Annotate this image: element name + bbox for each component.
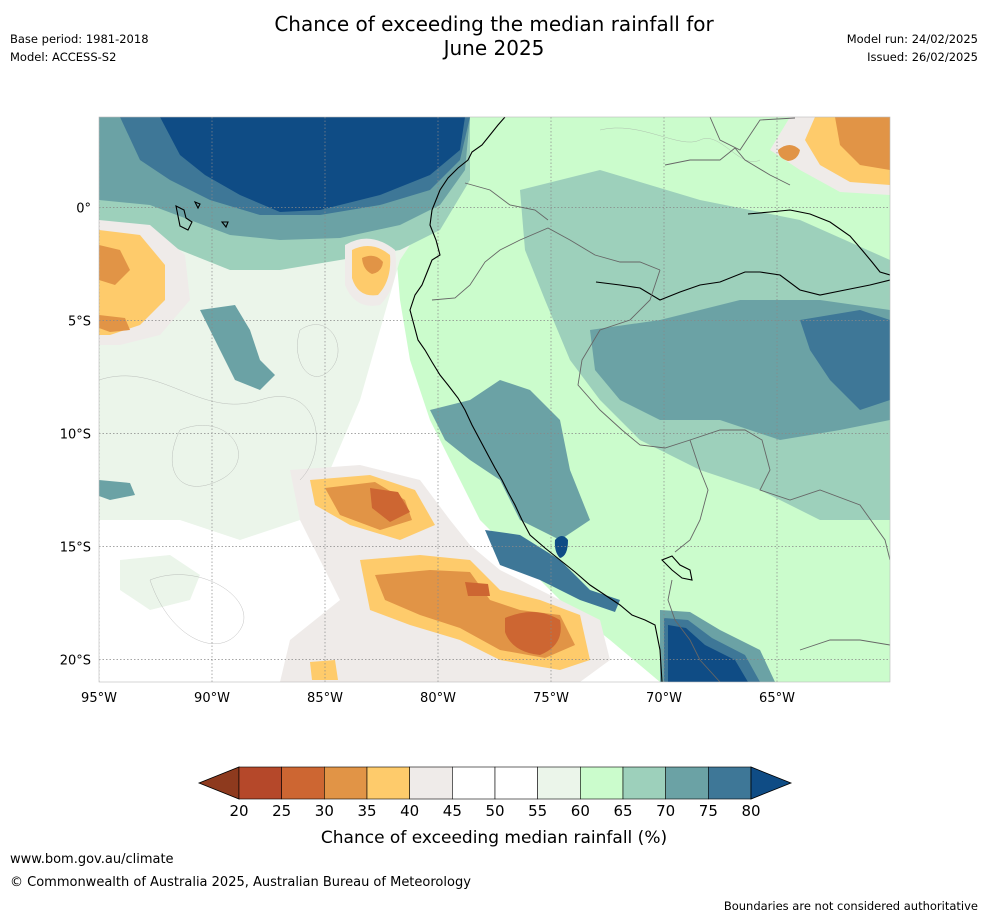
region-80-coast-b [554, 536, 568, 558]
border-bolivia-argentina [799, 639, 890, 651]
region-30-35-ne-b [778, 145, 800, 161]
region-30-35-west-b [99, 315, 130, 332]
coastlines [175, 117, 890, 682]
title-line-2: June 2025 [443, 36, 545, 60]
issued-date: Issued: 26/02/2025 [867, 50, 978, 64]
region-70-75-ocean-w2 [99, 480, 135, 500]
colorbar-segment [324, 766, 368, 800]
colorbar-segment [409, 766, 453, 800]
contour-3 [297, 324, 339, 377]
lon-tick-label: 70°W [646, 691, 682, 706]
colorbar-segment [580, 766, 624, 800]
lon-tick-label: 65°W [759, 691, 795, 706]
contour-5 [149, 574, 245, 645]
model-name: Model: ACCESS-S2 [10, 50, 117, 64]
colorbar-segment [281, 766, 325, 800]
region-80-se [668, 625, 748, 682]
footer-url[interactable]: www.bom.gov.au/climate [10, 852, 174, 867]
region-75-80-south-arc [485, 530, 620, 612]
region-35-40-south-c [310, 660, 338, 680]
region-25-30-south-a [370, 488, 410, 522]
lat-tick-label: 5°S [68, 314, 91, 329]
lat-tick-label: 20°S [60, 653, 91, 668]
region-80-north-ocean [160, 117, 465, 212]
colorbar [197, 766, 793, 800]
south-america-west-coast [409, 117, 663, 682]
colorbar-tick-label: 35 [357, 802, 376, 820]
contour-2 [171, 425, 239, 487]
colorbar-segment [665, 766, 709, 800]
colorbar-segment [708, 766, 752, 800]
region-75-80-interior [800, 310, 890, 410]
colorbar-label: Chance of exceeding median rainfall (%) [321, 828, 667, 848]
lon-tick-label: 95°W [81, 691, 117, 706]
amazon-delta [747, 209, 890, 276]
region-25-30-south-c [465, 582, 490, 596]
border-colombia-ecuador [464, 182, 549, 221]
lon-tick-label: 85°W [307, 691, 343, 706]
map-title: Chance of exceeding the median rainfall … [0, 12, 988, 60]
colorbar-tick-label: 60 [571, 802, 590, 820]
colorbar-segment [366, 766, 410, 800]
base-period: Base period: 1981-2018 [10, 32, 149, 46]
region-30-35-ne [835, 117, 890, 170]
map-frame [98, 116, 891, 683]
lon-tick-label: 75°W [533, 691, 569, 706]
colorbar-segment [537, 766, 581, 800]
border-venezuela-colombia [709, 117, 796, 151]
colorbar-segment [494, 766, 538, 800]
longitude-axis: 95°W 90°W 85°W 80°W 75°W 70°W 65°W [81, 691, 795, 706]
colorbar-tick-label: 65 [613, 802, 632, 820]
colorbar-segment [452, 766, 496, 800]
region-55-60-ocean-sw [120, 555, 200, 610]
island-galapagos-3 [220, 221, 229, 229]
colorbar-tick-label: 50 [485, 802, 504, 820]
meta-right: Model run: 24/02/2025 Issued: 26/02/2025 [847, 30, 978, 66]
contour-1 [99, 375, 317, 481]
colorbar-tick-label: 70 [656, 802, 675, 820]
colorbar-segment [238, 766, 282, 800]
region-25-30-south-b [505, 611, 561, 655]
meta-left: Base period: 1981-2018 Model: ACCESS-S2 [10, 30, 149, 66]
lat-tick-label: 10°S [60, 427, 91, 442]
colorbar-ticks: 20 25 30 35 40 45 50 55 60 65 70 75 80 [229, 802, 760, 820]
country-borders [431, 117, 890, 682]
contour-lines [99, 127, 761, 645]
border-peru-bolivia [674, 439, 709, 553]
lake-titicaca [661, 555, 693, 581]
graticule [99, 117, 890, 682]
region-30-35-mid [362, 255, 383, 274]
border-ecuador-peru [431, 227, 661, 301]
colorbar-tick-label: 30 [315, 802, 334, 820]
lon-tick-label: 80°W [420, 691, 456, 706]
contour-4 [599, 127, 761, 162]
colorbar-under-arrow [197, 766, 240, 800]
map-panel [99, 117, 890, 682]
colorbar-tick-label: 40 [400, 802, 419, 820]
colorbar-tick-label: 45 [443, 802, 462, 820]
colorbar-tick-label: 55 [528, 802, 547, 820]
island-galapagos-1 [175, 205, 193, 231]
footer-copyright: © Commonwealth of Australia 2025, Austra… [10, 875, 471, 890]
colorbar-tick-label: 25 [272, 802, 291, 820]
colorbar-tick-label: 75 [699, 802, 718, 820]
border-chile-bolivia [667, 579, 721, 682]
region-70-75-ocean-w [200, 305, 275, 390]
lat-tick-label: 15°S [60, 540, 91, 555]
region-30-35-west [99, 245, 130, 285]
probability-field [99, 117, 890, 682]
colorbar-segment [622, 766, 666, 800]
colorbar-tick-label: 20 [229, 802, 248, 820]
colorbar-tick-label: 80 [741, 802, 760, 820]
latitude-axis: 0° 5°S 10°S 15°S 20°S [60, 201, 91, 668]
island-galapagos-2 [193, 200, 201, 210]
lat-tick-label: 0° [76, 201, 91, 216]
model-run: Model run: 24/02/2025 [846, 32, 978, 46]
amazon-river [595, 271, 890, 301]
footer-note: Boundaries are not considered authoritat… [723, 899, 978, 913]
colorbar-over-arrow [750, 766, 793, 800]
lon-tick-label: 90°W [194, 691, 230, 706]
title-line-1: Chance of exceeding the median rainfall … [274, 12, 714, 36]
